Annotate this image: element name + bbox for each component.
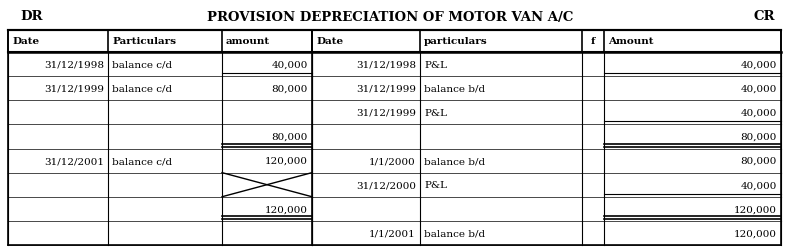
Text: 31/12/2000: 31/12/2000: [356, 180, 416, 190]
Text: 80,000: 80,000: [741, 156, 777, 166]
Text: 31/12/1999: 31/12/1999: [356, 84, 416, 93]
Text: balance c/d: balance c/d: [112, 156, 172, 166]
Text: PROVISION DEPRECIATION OF MOTOR VAN A/C: PROVISION DEPRECIATION OF MOTOR VAN A/C: [207, 10, 573, 24]
Text: particulars: particulars: [424, 37, 488, 46]
Text: balance b/d: balance b/d: [424, 84, 485, 93]
Text: f: f: [591, 37, 595, 46]
Text: 31/12/1998: 31/12/1998: [44, 60, 104, 69]
Text: 31/12/2001: 31/12/2001: [44, 156, 104, 166]
Text: 31/12/1999: 31/12/1999: [356, 108, 416, 117]
Text: Particulars: Particulars: [112, 37, 176, 46]
Bar: [8, 31, 781, 53]
Text: 1/1/2000: 1/1/2000: [369, 156, 416, 166]
Text: balance b/d: balance b/d: [424, 156, 485, 166]
Text: 120,000: 120,000: [734, 204, 777, 214]
Text: balance c/d: balance c/d: [112, 84, 172, 93]
Text: Amount: Amount: [608, 37, 653, 46]
Text: Date: Date: [12, 37, 39, 46]
Text: 80,000: 80,000: [271, 84, 308, 93]
Text: 40,000: 40,000: [741, 108, 777, 117]
Text: amount: amount: [226, 37, 270, 46]
Text: P&L: P&L: [424, 60, 447, 69]
Text: 120,000: 120,000: [265, 204, 308, 214]
Text: P&L: P&L: [424, 108, 447, 117]
Text: Date: Date: [316, 37, 343, 46]
Text: DR: DR: [20, 10, 43, 24]
Text: 40,000: 40,000: [741, 180, 777, 190]
Text: 120,000: 120,000: [265, 156, 308, 166]
Text: 80,000: 80,000: [741, 132, 777, 141]
Text: 40,000: 40,000: [271, 60, 308, 69]
Text: 40,000: 40,000: [741, 84, 777, 93]
Text: 1/1/2001: 1/1/2001: [369, 228, 416, 237]
Text: balance b/d: balance b/d: [424, 228, 485, 237]
Text: 31/12/1999: 31/12/1999: [44, 84, 104, 93]
Text: 120,000: 120,000: [734, 228, 777, 237]
Text: P&L: P&L: [424, 180, 447, 190]
Text: 40,000: 40,000: [741, 60, 777, 69]
Text: 80,000: 80,000: [271, 132, 308, 141]
Text: CR: CR: [753, 10, 775, 24]
Text: balance c/d: balance c/d: [112, 60, 172, 69]
Text: 31/12/1998: 31/12/1998: [356, 60, 416, 69]
